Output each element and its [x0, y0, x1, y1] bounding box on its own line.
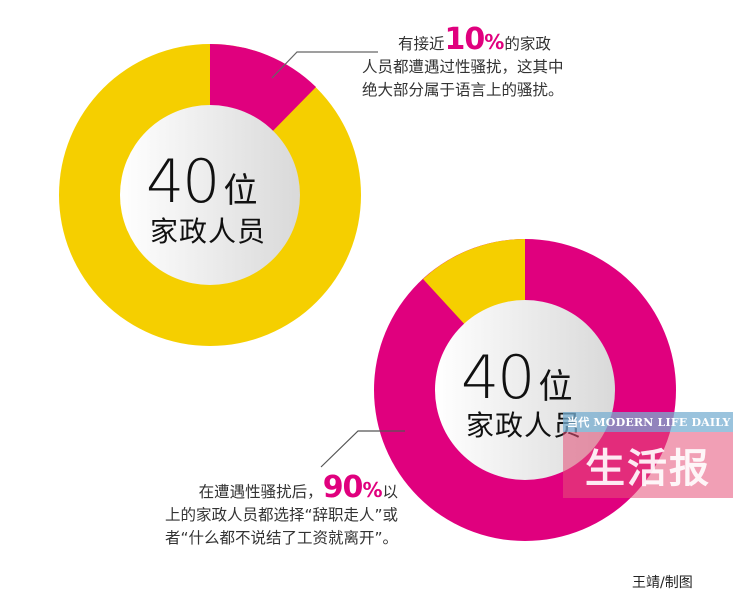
callout-2-post: 以 — [382, 483, 398, 501]
callout-1: 有接近10%的家政 人员都遭遇过性骚扰，这其中 绝大部分属于语言上的骚扰。 — [362, 25, 612, 102]
donut-1-count: 40 — [146, 147, 220, 217]
callout-1-line-1: 有接近10%的家政 — [362, 25, 612, 56]
credit: 王靖/制图 — [632, 575, 693, 591]
leader-line-1 — [271, 51, 378, 79]
callout-1-percentage: 10 — [444, 22, 486, 57]
callout-2-line-2: 上的家政人员都选择“辞职走人”或 — [164, 506, 398, 524]
donut-2-unit: 位 — [538, 367, 573, 407]
callout-1-post: 的家政 — [504, 35, 551, 53]
callout-2-percentage: 90 — [322, 470, 364, 505]
donut-1 — [59, 43, 361, 346]
callout-1-line-3: 绝大部分属于语言上的骚扰。 — [362, 81, 564, 99]
callout-1-pre: 有接近 — [398, 35, 445, 53]
donut-2-center-text: 40 位 — [461, 348, 572, 408]
watermark-title: 生活报 — [563, 432, 733, 498]
callout-1-line-2: 人员都遭遇过性骚扰，这其中 — [362, 58, 564, 76]
donut-1-center — [120, 105, 300, 285]
callout-2-percent-sign: % — [362, 478, 383, 502]
callout-2-pre: 在遭遇性骚扰后， — [198, 483, 323, 501]
watermark-logo: 当代 MODERN LIFE DAILY 生活报 — [563, 412, 733, 498]
donut-1-label: 家政人员 — [150, 215, 267, 248]
donut-2-count: 40 — [461, 343, 535, 413]
leader-line-2 — [320, 430, 405, 468]
donut-2-label: 家政人员 — [466, 409, 583, 442]
watermark-subtitle: 当代 MODERN LIFE DAILY — [563, 412, 733, 432]
callout-2-line-3: 者“什么都不说结了工资就离开”。 — [164, 529, 398, 547]
callout-2-line-1: 在遭遇性骚扰后，90%以 — [118, 473, 398, 504]
donut-1-unit: 位 — [223, 171, 258, 211]
callout-1-percent-sign: % — [484, 30, 505, 54]
donut-1-center-text: 40 位 — [146, 152, 257, 212]
callout-2: 在遭遇性骚扰后，90%以 上的家政人员都选择“辞职走人”或 者“什么都不说结了工… — [118, 473, 398, 550]
